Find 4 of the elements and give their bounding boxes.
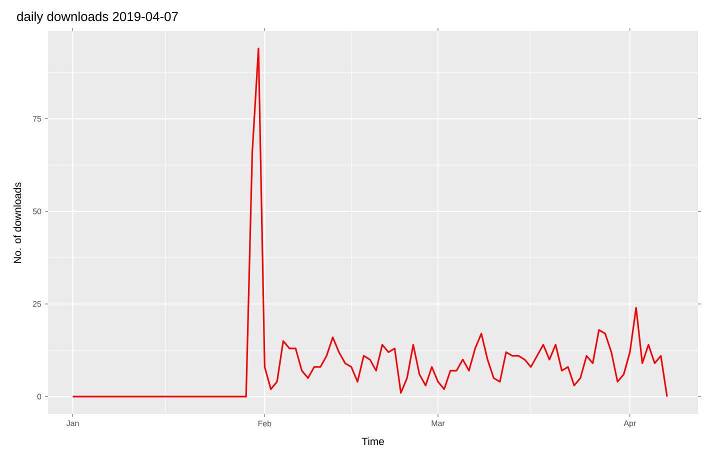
line-series: [72, 48, 668, 398]
y-axis-title: No. of downloads: [13, 182, 22, 264]
chart-title: daily downloads 2019-04-07: [17, 12, 178, 24]
x-axis-title: Time: [362, 437, 384, 446]
